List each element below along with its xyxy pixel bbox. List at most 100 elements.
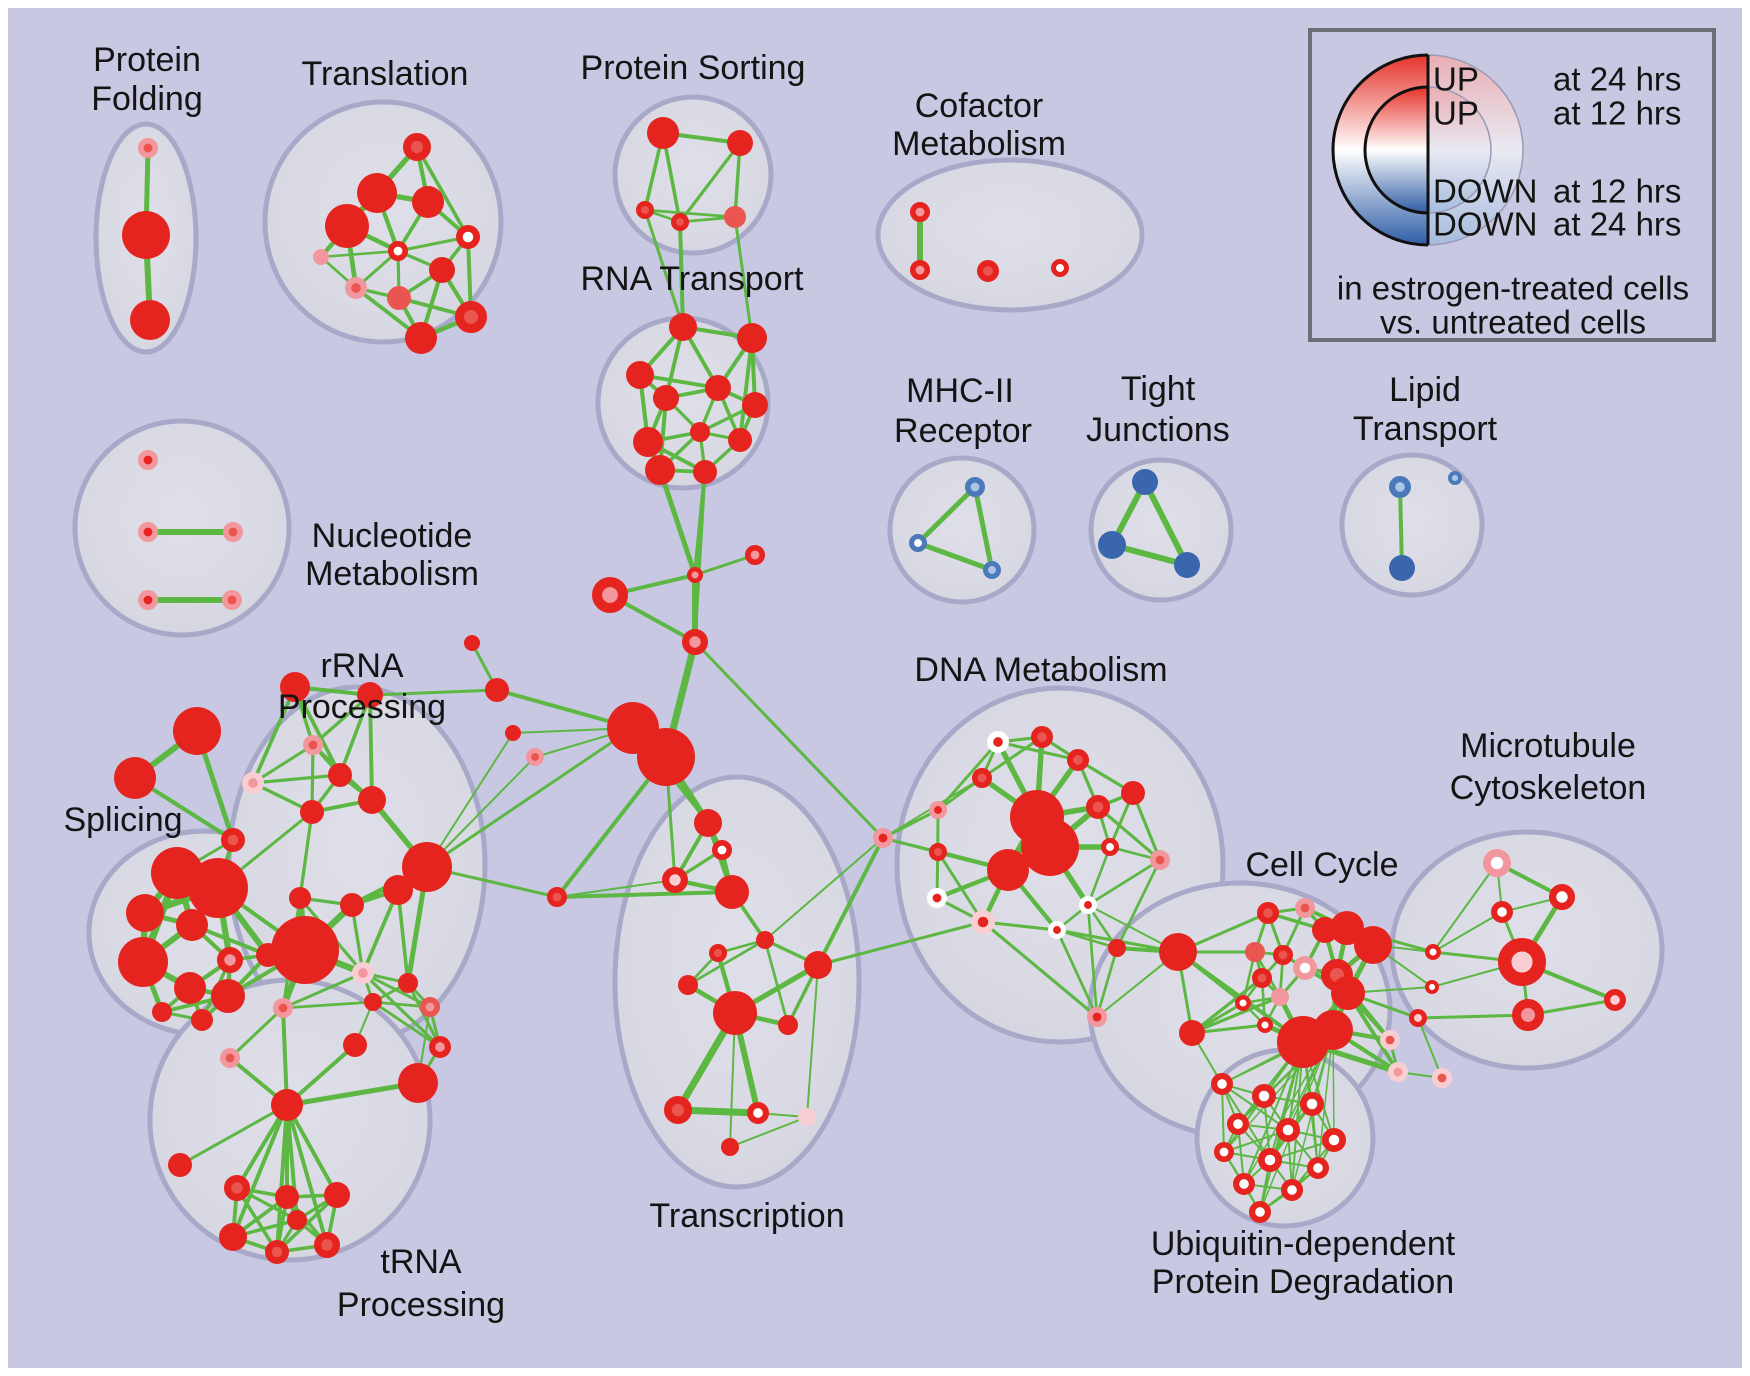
node-rrn-5	[300, 800, 324, 824]
edge	[981, 920, 1059, 932]
node-nm-2	[223, 521, 244, 542]
edge	[643, 208, 685, 329]
edge	[251, 685, 297, 785]
node-rrn-15	[419, 996, 440, 1017]
node-fr-14	[872, 827, 893, 848]
node-ub-0	[1210, 1072, 1233, 1095]
edge	[733, 215, 754, 340]
legend-caption-line1: in estrogen-treated cells	[1337, 270, 1689, 307]
edge	[426, 756, 536, 868]
node-dna-10	[1101, 838, 1120, 857]
node-txb-1	[747, 1101, 770, 1124]
node-rna-5	[742, 392, 768, 418]
node-trn-3	[398, 1063, 438, 1103]
cluster-ellipse-transcription	[612, 774, 862, 1190]
node-tr-5	[387, 241, 408, 262]
edge	[1317, 1029, 1334, 1169]
edge	[298, 810, 314, 900]
node-pf-0	[138, 138, 159, 159]
node-ub-7	[1257, 1147, 1282, 1172]
cluster-label-mhc-ii-receptor-line1: MHC-II	[906, 372, 1014, 410]
node-txn-1	[711, 839, 732, 860]
edge	[1432, 862, 1498, 953]
edge	[231, 1103, 289, 1239]
legend-down-12-time: at 12 hrs	[1553, 173, 1681, 210]
node-ub-11	[1248, 1200, 1271, 1223]
edge	[284, 1080, 421, 1108]
edge	[1190, 995, 1282, 1035]
legend-up-12-label: UP	[1433, 95, 1479, 132]
cluster-label-rrna-processing-line1: rRNA	[320, 647, 403, 685]
legend-up-12-time: at 12 hrs	[1553, 95, 1681, 132]
cluster-label-microtubule-cytoskeleton-line1: Microtubule	[1460, 727, 1636, 765]
node-fr-1	[637, 728, 695, 786]
legend-down-24-label: DOWN	[1433, 206, 1537, 243]
edge	[281, 1000, 375, 1010]
edge	[816, 836, 885, 967]
node-fr-10	[505, 725, 521, 741]
node-cf-2	[977, 259, 1000, 282]
edge	[281, 971, 365, 1010]
edge	[368, 693, 374, 802]
edge	[1432, 911, 1503, 953]
node-cc-18	[1388, 1062, 1409, 1083]
node-tr-11	[313, 249, 329, 265]
cluster-label-ubiquitin-protein-degradation-line2: Protein Degradation	[1152, 1263, 1454, 1301]
node-dna-1	[1030, 726, 1053, 749]
node-spl-1	[188, 858, 248, 918]
edge	[1055, 928, 1099, 1019]
node-tr-10	[405, 322, 437, 354]
node-cc-6	[1292, 955, 1317, 980]
node-spl-2	[126, 894, 164, 932]
cluster-ellipse-nucleotide-metabolism	[72, 418, 292, 638]
node-cc-0	[1256, 902, 1279, 925]
node-dna-13	[970, 909, 995, 934]
node-hex-6	[287, 1210, 307, 1230]
cluster-ellipse-lipid-transport	[1339, 452, 1485, 598]
node-tr-7	[344, 276, 367, 299]
node-fr-5	[682, 629, 709, 656]
node-rrn-9	[340, 893, 364, 917]
node-mh-2	[983, 561, 1002, 580]
node-cc-16	[1179, 1020, 1205, 1046]
cluster-label-transcription: Transcription	[649, 1197, 844, 1235]
edge	[555, 755, 668, 899]
node-rrn-16	[272, 997, 293, 1018]
node-rrn-3	[242, 772, 265, 795]
node-fr-9	[485, 678, 509, 702]
node-tr-4	[455, 225, 480, 250]
edge	[425, 726, 635, 869]
node-spl-4	[216, 947, 243, 974]
node-rrn-1	[357, 682, 383, 708]
edge	[693, 553, 757, 577]
node-rrn-17	[428, 1035, 451, 1058]
cluster-label-tight-junctions-line1: Tight	[1121, 370, 1196, 408]
node-dna-12	[926, 887, 947, 908]
edge	[657, 467, 698, 578]
legend-ring-12h-pale	[1428, 86, 1492, 214]
node-mt-2	[1490, 901, 1513, 924]
cluster-label-nucleotide-metabolism-line2: Metabolism	[305, 555, 479, 593]
edge	[396, 888, 410, 985]
edge	[1095, 946, 1119, 1019]
cluster-ellipse-cofactor-metabolism	[875, 157, 1145, 313]
cluster-label-cell-cycle: Cell Cycle	[1245, 846, 1398, 884]
node-rna-4	[705, 375, 731, 401]
node-lt-0	[1388, 475, 1411, 498]
node-txb-3	[721, 1138, 739, 1156]
node-rna-6	[633, 427, 663, 457]
node-dna-4	[929, 801, 948, 820]
node-rrn-4	[328, 763, 352, 787]
node-pf-1	[122, 211, 170, 259]
nodes-layer	[114, 117, 1626, 1264]
node-cf-1	[909, 259, 930, 280]
node-dna-15	[1048, 921, 1067, 940]
node-spl-7	[211, 979, 245, 1013]
edge	[293, 685, 342, 777]
edge	[1086, 858, 1162, 907]
node-dna-18	[1087, 1006, 1108, 1027]
node-rrn-10	[289, 887, 311, 909]
node-txn-9	[778, 1015, 798, 1035]
edge	[319, 249, 400, 259]
